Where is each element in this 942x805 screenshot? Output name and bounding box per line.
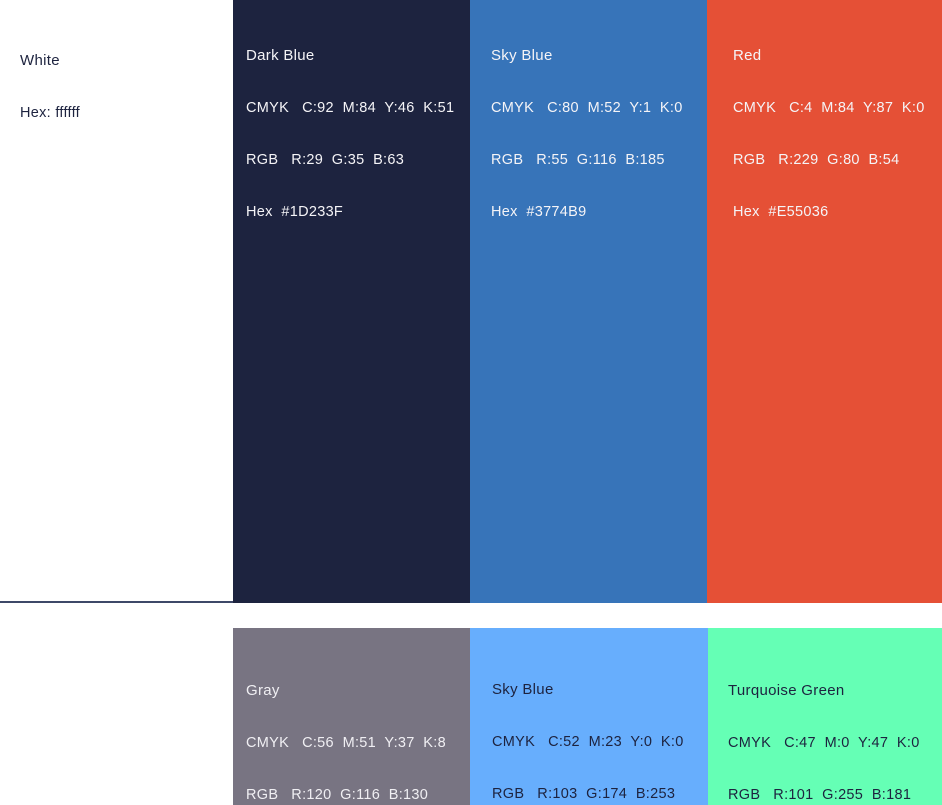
swatch-gray: Gray CMYK C:56 M:51 Y:37 K:8 RGB R:120 G… xyxy=(233,628,470,805)
color-name: Gray xyxy=(246,682,280,699)
color-cmyk: CMYK C:52 M:23 Y:0 K:0 xyxy=(492,734,684,750)
color-cmyk: CMYK C:4 M:84 Y:87 K:0 xyxy=(733,100,925,116)
swatch-sky-blue-light: Sky Blue CMYK C:52 M:23 Y:0 K:0 RGB R:10… xyxy=(470,628,708,805)
color-rgb: RGB R:55 G:116 B:185 xyxy=(491,152,665,168)
color-cmyk: CMYK C:47 M:0 Y:47 K:0 xyxy=(728,735,920,751)
color-rgb: RGB R:120 G:116 B:130 xyxy=(246,787,429,803)
color-hex: Hex #1D233F xyxy=(246,204,344,220)
color-name: Turquoise Green xyxy=(728,682,845,699)
swatch-white: White Hex: ffffff xyxy=(0,0,233,603)
color-rgb: RGB R:229 G:80 B:54 xyxy=(733,152,900,168)
color-hex: Hex #E55036 xyxy=(733,204,829,220)
swatch-turquoise-green: Turquoise Green CMYK C:47 M:0 Y:47 K:0 R… xyxy=(708,628,942,805)
color-rgb: RGB R:29 G:35 B:63 xyxy=(246,152,405,168)
color-rgb: RGB R:101 G:255 B:181 xyxy=(728,787,912,803)
color-hex: Hex: ffffff xyxy=(20,105,81,121)
color-name: Sky Blue xyxy=(491,47,553,64)
color-name: White xyxy=(20,52,60,69)
color-hex: Hex #3774B9 xyxy=(491,204,587,220)
divider-line xyxy=(0,601,233,603)
swatch-sky-blue: Sky Blue CMYK C:80 M:52 Y:1 K:0 RGB R:55… xyxy=(470,0,707,603)
color-name: Dark Blue xyxy=(246,47,315,64)
color-name: Red xyxy=(733,47,762,64)
swatch-red: Red CMYK C:4 M:84 Y:87 K:0 RGB R:229 G:8… xyxy=(707,0,942,603)
color-cmyk: CMYK C:92 M:84 Y:46 K:51 xyxy=(246,100,455,116)
color-name: Sky Blue xyxy=(492,681,554,698)
color-rgb: RGB R:103 G:174 B:253 xyxy=(492,786,676,802)
swatch-dark-blue: Dark Blue CMYK C:92 M:84 Y:46 K:51 RGB R… xyxy=(233,0,470,603)
color-cmyk: CMYK C:56 M:51 Y:37 K:8 xyxy=(246,735,446,751)
color-cmyk: CMYK C:80 M:52 Y:1 K:0 xyxy=(491,100,683,116)
